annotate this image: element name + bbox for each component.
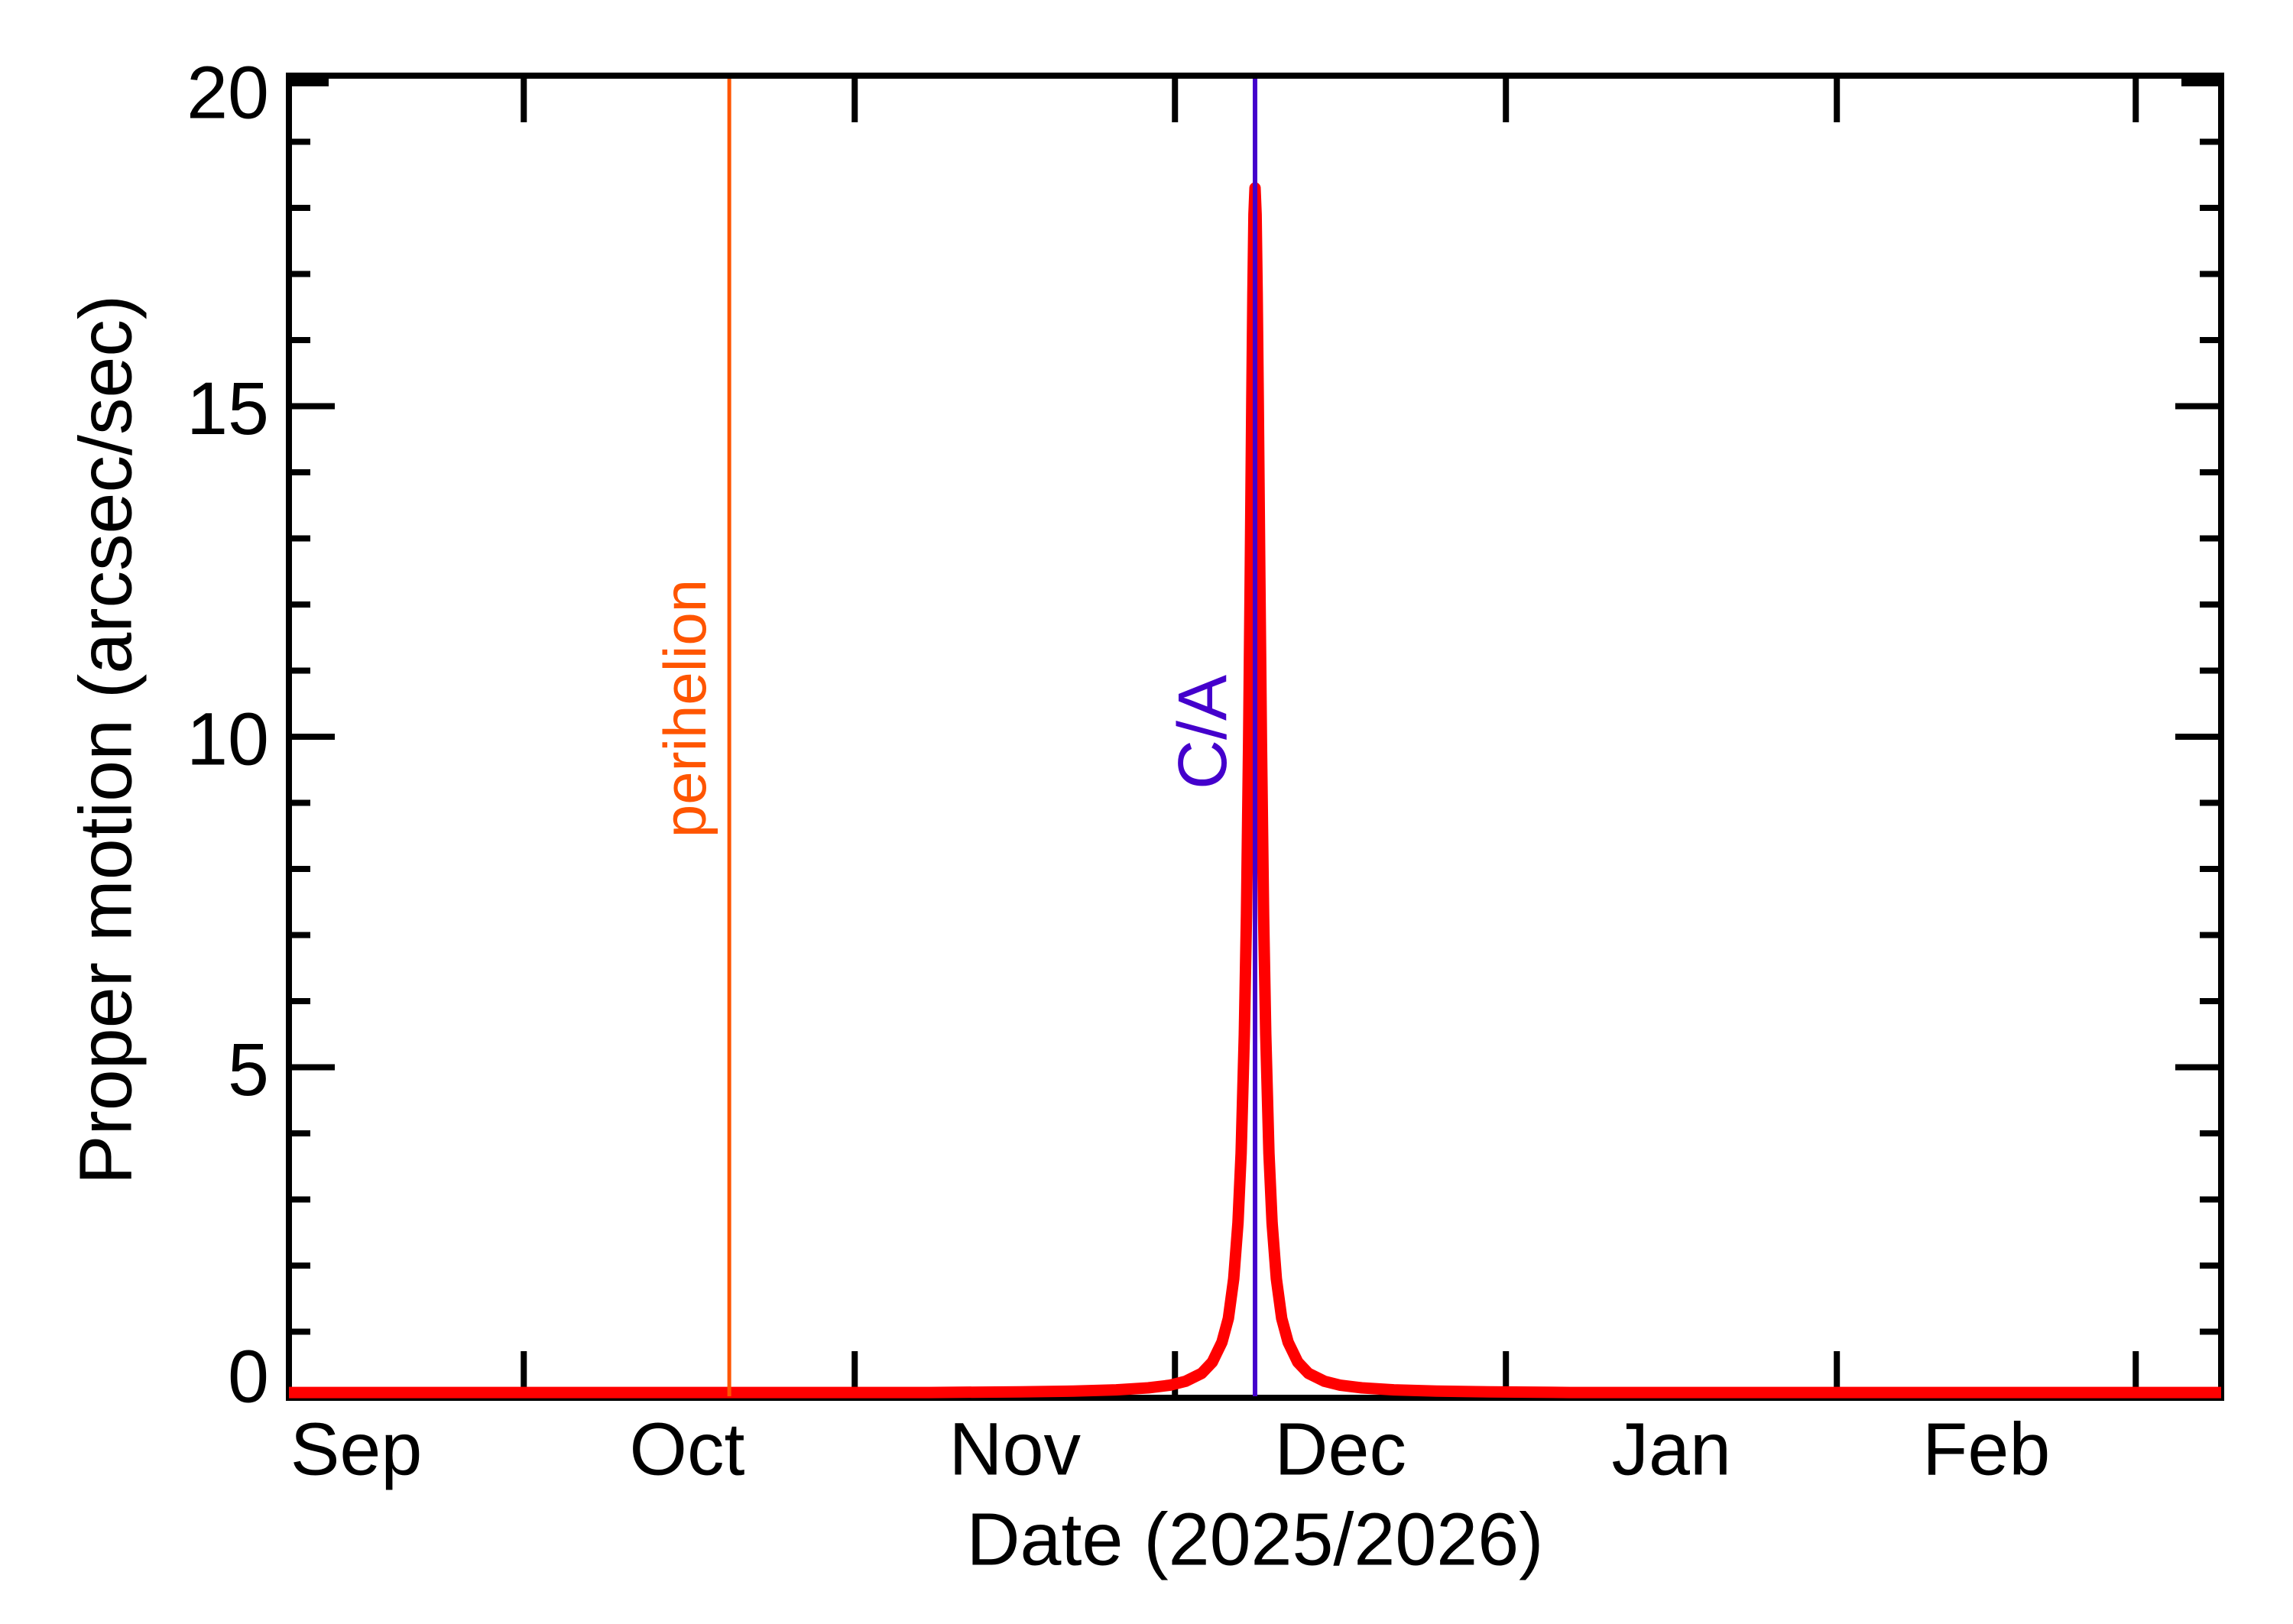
x-axis-major-tick-bottom (1503, 1351, 1510, 1395)
y-axis-minor-tick-right (2200, 998, 2218, 1004)
x-tick-label-jan: Jan (1612, 1408, 1731, 1491)
y-axis-minor-tick-right (2200, 271, 2218, 277)
x-axis-major-tick-bottom (1172, 1351, 1179, 1395)
x-axis-title: Date (2025/2026) (967, 1498, 1544, 1581)
y-axis-major-tick-right (2175, 403, 2218, 410)
plot-frame (286, 73, 2224, 1401)
y-axis-minor-tick-left (292, 1328, 310, 1335)
x-axis-major-tick-top (2132, 79, 2139, 122)
y-axis-major-tick-left (292, 1064, 335, 1071)
y-axis-major-tick-right (2175, 1064, 2218, 1071)
y-axis-minor-tick-right (2200, 1328, 2218, 1335)
x-axis-major-tick-bottom (521, 1351, 527, 1395)
x-axis-major-tick-top (1172, 79, 1179, 122)
y-axis-minor-tick-left (292, 1263, 310, 1269)
y-axis-major-tick-left (292, 79, 329, 86)
y-axis-minor-tick-left (292, 601, 310, 608)
y-axis-minor-tick-left (292, 337, 310, 343)
y-axis-major-tick-right (2181, 79, 2218, 86)
y-axis-minor-tick-left (292, 932, 310, 938)
y-axis-major-tick-left (292, 403, 335, 410)
y-axis-minor-tick-right (2200, 601, 2218, 608)
x-axis-major-tick-bottom (851, 1351, 858, 1395)
y-axis-minor-tick-right (2200, 866, 2218, 872)
y-axis-minor-tick-left (292, 866, 310, 872)
y-axis-minor-tick-right (2200, 337, 2218, 343)
x-tick-label-nov: Nov (949, 1408, 1081, 1491)
y-axis-minor-tick-left (292, 1130, 310, 1136)
x-axis-major-tick-top (851, 79, 858, 122)
y-axis-minor-tick-left (292, 205, 310, 211)
perihelion-annotation-label: perihelion (651, 579, 718, 838)
y-axis-minor-tick-left (292, 1196, 310, 1203)
x-axis-major-tick-bottom (2132, 1351, 2139, 1395)
x-tick-label-oct: Oct (630, 1408, 745, 1491)
x-axis-major-tick-top (1834, 79, 1841, 122)
y-axis-minor-tick-left (292, 998, 310, 1004)
y-axis-minor-tick-right (2200, 1196, 2218, 1203)
close-approach-annotation-label: C/A (1165, 675, 1241, 789)
x-tick-label-feb: Feb (1922, 1408, 2050, 1491)
y-tick-label-0: 0 (228, 1335, 269, 1418)
x-tick-label-dec: Dec (1274, 1408, 1406, 1491)
x-tick-label-sep: Sep (290, 1408, 423, 1491)
y-tick-label-20: 20 (186, 51, 269, 135)
y-tick-label-5: 5 (228, 1028, 269, 1111)
x-axis-major-tick-top (521, 79, 527, 122)
y-axis-minor-tick-right (2200, 932, 2218, 938)
chart-generated-layer: 0 5 10 15 20 Sep Oct Nov Dec Jan Feb (186, 51, 2224, 1491)
y-axis-minor-tick-left (292, 469, 310, 475)
x-axis-major-tick-bottom (1834, 1351, 1841, 1395)
y-axis-title: Proper motion (arcsec/sec) (64, 295, 148, 1185)
y-axis-minor-tick-left (292, 271, 310, 277)
y-tick-label-15: 15 (186, 367, 269, 450)
y-axis-minor-tick-right (2200, 667, 2218, 674)
y-axis-minor-tick-right (2200, 1130, 2218, 1136)
x-axis-major-tick-top (1503, 79, 1510, 122)
y-axis-minor-tick-right (2200, 535, 2218, 542)
y-axis-major-tick-right (2175, 734, 2218, 740)
y-axis-minor-tick-right (2200, 469, 2218, 475)
y-axis-minor-tick-left (292, 138, 310, 145)
y-axis-minor-tick-left (292, 667, 310, 674)
y-axis-minor-tick-right (2200, 799, 2218, 806)
y-axis-minor-tick-left (292, 535, 310, 542)
y-axis-minor-tick-right (2200, 1263, 2218, 1269)
y-axis-minor-tick-right (2200, 138, 2218, 145)
y-tick-label-10: 10 (186, 698, 269, 781)
y-axis-minor-tick-right (2200, 205, 2218, 211)
y-axis-major-tick-left (292, 734, 335, 740)
y-axis-minor-tick-left (292, 799, 310, 806)
